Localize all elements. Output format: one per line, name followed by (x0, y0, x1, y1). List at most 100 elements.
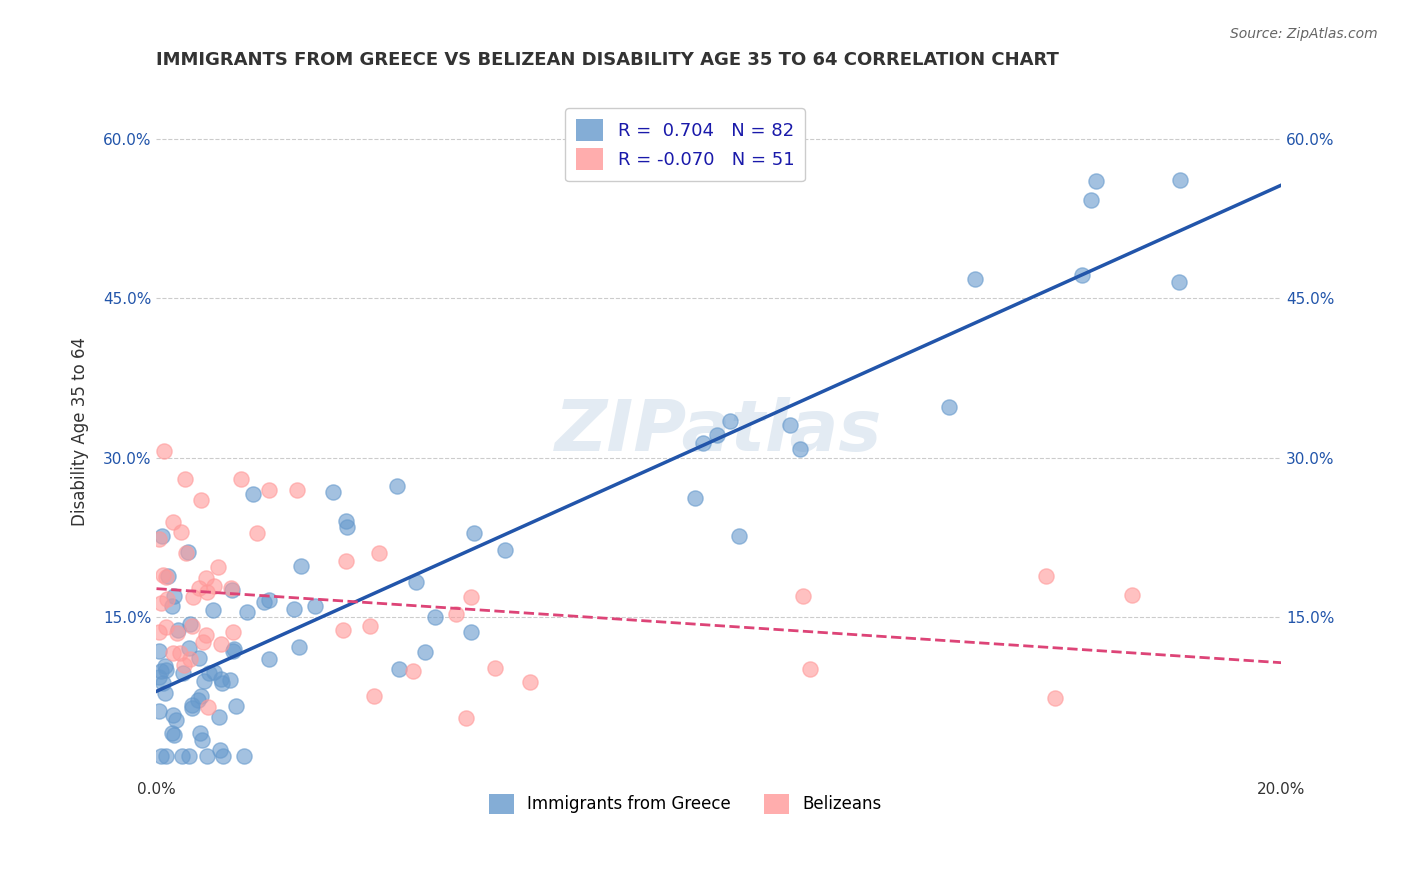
Immigrants from Greece (718, 414, 741, 428)
Immigrants from Greece (163, 589, 186, 603)
Immigrants from Greece (222, 642, 245, 657)
Immigrants from Greece (685, 491, 707, 506)
Belizeans (519, 675, 541, 690)
Immigrants from Greece (155, 663, 177, 677)
Immigrants from Greece (153, 685, 176, 699)
Immigrants from Greece (335, 514, 357, 528)
Belizeans (170, 525, 193, 540)
Immigrants from Greece (190, 689, 212, 703)
Immigrants from Greece (181, 698, 204, 712)
Immigrants from Greece (423, 609, 446, 624)
Belizeans (162, 515, 184, 529)
Belizeans (176, 546, 198, 560)
Belizeans (152, 444, 174, 458)
Immigrants from Greece (180, 701, 202, 715)
Immigrants from Greece (779, 417, 801, 432)
Immigrants from Greece (188, 651, 211, 665)
Immigrants from Greece (152, 676, 174, 690)
Immigrants from Greece (225, 698, 247, 713)
Immigrants from Greece (706, 427, 728, 442)
Belizeans (207, 560, 229, 574)
Immigrants from Greece (155, 748, 177, 763)
Immigrants from Greece (187, 693, 209, 707)
Belizeans (229, 472, 252, 486)
Belizeans (193, 635, 215, 649)
Immigrants from Greece (193, 674, 215, 689)
Immigrants from Greece (177, 641, 200, 656)
Immigrants from Greece (148, 644, 170, 658)
Immigrants from Greece (257, 592, 280, 607)
Immigrants from Greece (283, 602, 305, 616)
Immigrants from Greece (304, 599, 326, 613)
Belizeans (195, 628, 218, 642)
Immigrants from Greece (221, 582, 243, 597)
Belizeans (222, 625, 245, 640)
Belizeans (454, 711, 477, 725)
Immigrants from Greece (195, 748, 218, 763)
Belizeans (195, 571, 218, 585)
Immigrants from Greece (188, 725, 211, 739)
Belizeans (149, 596, 172, 610)
Immigrants from Greece (177, 748, 200, 763)
Belizeans (332, 623, 354, 637)
Immigrants from Greece (1084, 174, 1107, 188)
Belizeans (363, 689, 385, 703)
Belizeans (148, 625, 170, 640)
Immigrants from Greece (288, 640, 311, 654)
Immigrants from Greece (413, 645, 436, 659)
Text: ZIPatlas: ZIPatlas (555, 397, 883, 466)
Belizeans (188, 582, 211, 596)
Immigrants from Greece (197, 666, 219, 681)
Immigrants from Greece (259, 652, 281, 666)
Immigrants from Greece (219, 673, 242, 687)
Immigrants from Greece (212, 748, 235, 763)
Immigrants from Greece (242, 487, 264, 501)
Belizeans (246, 526, 269, 541)
Immigrants from Greece (253, 595, 276, 609)
Immigrants from Greece (148, 704, 170, 718)
Immigrants from Greece (208, 710, 231, 724)
Immigrants from Greece (165, 713, 187, 727)
Immigrants from Greece (322, 484, 344, 499)
Legend: Immigrants from Greece, Belizeans: Immigrants from Greece, Belizeans (478, 783, 891, 824)
Belizeans (155, 570, 177, 584)
Belizeans (1121, 589, 1143, 603)
Immigrants from Greece (1167, 275, 1189, 289)
Belizeans (181, 619, 204, 633)
Belizeans (169, 646, 191, 660)
Immigrants from Greece (728, 529, 751, 543)
Immigrants from Greece (233, 748, 256, 763)
Immigrants from Greece (211, 676, 233, 690)
Immigrants from Greece (179, 616, 201, 631)
Immigrants from Greece (336, 520, 359, 534)
Immigrants from Greece (149, 665, 172, 679)
Belizeans (221, 581, 243, 595)
Belizeans (181, 591, 204, 605)
Immigrants from Greece (290, 559, 312, 574)
Immigrants from Greece (176, 545, 198, 559)
Immigrants from Greece (1070, 268, 1092, 283)
Belizeans (148, 532, 170, 546)
Immigrants from Greece (494, 542, 516, 557)
Belizeans (190, 493, 212, 508)
Immigrants from Greece (163, 728, 186, 742)
Belizeans (195, 584, 218, 599)
Belizeans (155, 619, 177, 633)
Immigrants from Greece (201, 603, 224, 617)
Immigrants from Greece (963, 272, 986, 286)
Immigrants from Greece (789, 442, 811, 456)
Immigrants from Greece (1168, 173, 1191, 187)
Immigrants from Greece (149, 748, 172, 763)
Belizeans (156, 591, 179, 606)
Belizeans (1045, 690, 1067, 705)
Y-axis label: Disability Age 35 to 64: Disability Age 35 to 64 (72, 336, 89, 525)
Belizeans (359, 619, 381, 633)
Immigrants from Greece (150, 529, 173, 543)
Immigrants from Greece (387, 479, 409, 493)
Belizeans (460, 590, 482, 604)
Belizeans (792, 589, 814, 603)
Immigrants from Greece (463, 526, 485, 541)
Immigrants from Greece (460, 625, 482, 640)
Belizeans (173, 472, 195, 486)
Immigrants from Greece (222, 644, 245, 658)
